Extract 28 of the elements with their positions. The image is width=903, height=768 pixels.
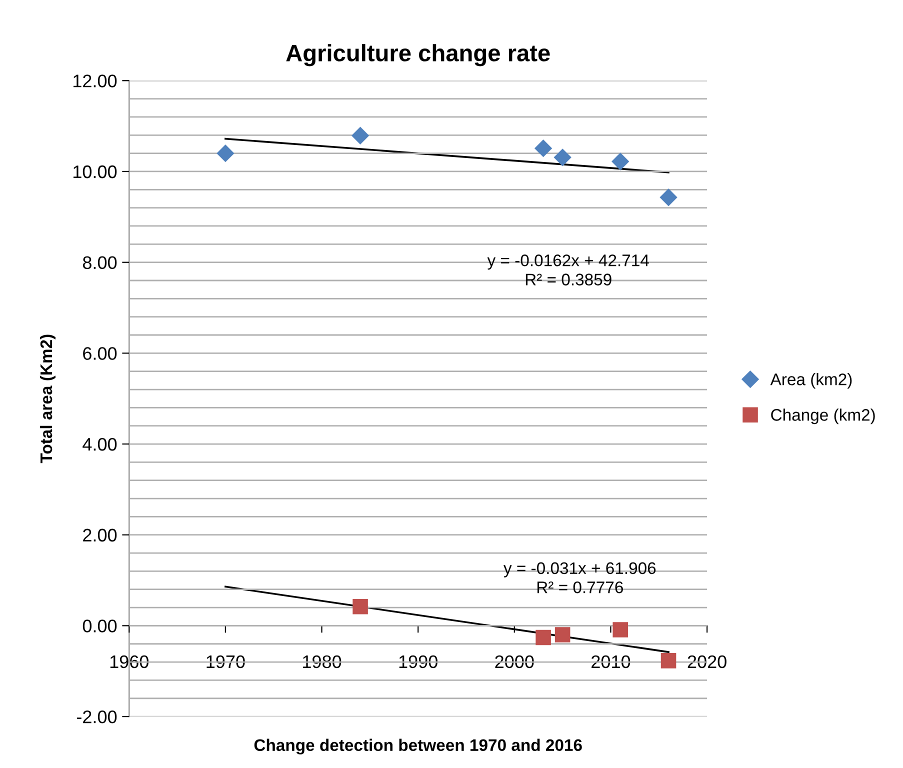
point xyxy=(612,152,629,170)
x-tick-label: 1960 xyxy=(110,655,149,668)
point xyxy=(554,627,570,642)
point xyxy=(534,140,552,157)
point xyxy=(660,653,676,668)
y-tick-label: 12.00 xyxy=(74,74,117,88)
point xyxy=(612,622,628,638)
y-tick-label: -2.00 xyxy=(76,710,117,724)
y-tick-label: 6.00 xyxy=(83,347,117,360)
y-tick-label: 0.00 xyxy=(82,620,117,632)
legend-label: Change (km2) xyxy=(771,408,875,424)
point xyxy=(352,598,368,614)
annotation: y = -0.0162x + 42.714 R² = 0.3859 xyxy=(487,254,649,286)
point xyxy=(216,144,234,162)
y-tick-label: 2.00 xyxy=(83,528,117,542)
point xyxy=(536,630,551,646)
y-tick-label: 8.00 xyxy=(82,256,117,270)
annotation: y = -0.031x + 61.906 R² = 0.7776 xyxy=(504,562,656,594)
point xyxy=(660,188,678,206)
point xyxy=(554,148,572,166)
x-tick-label: 2020 xyxy=(688,655,726,668)
point xyxy=(352,127,369,144)
y-tick-label: 4.00 xyxy=(82,438,117,451)
chart-title: Agriculture change rate xyxy=(286,44,550,66)
legend-label: Area (km2) xyxy=(770,373,852,389)
y-tick-label: 10.00 xyxy=(74,165,117,178)
x-axis-title: Change detection between 1970 and 2016 xyxy=(254,738,582,754)
y-axis-title: Total area (Km2) xyxy=(40,334,56,464)
